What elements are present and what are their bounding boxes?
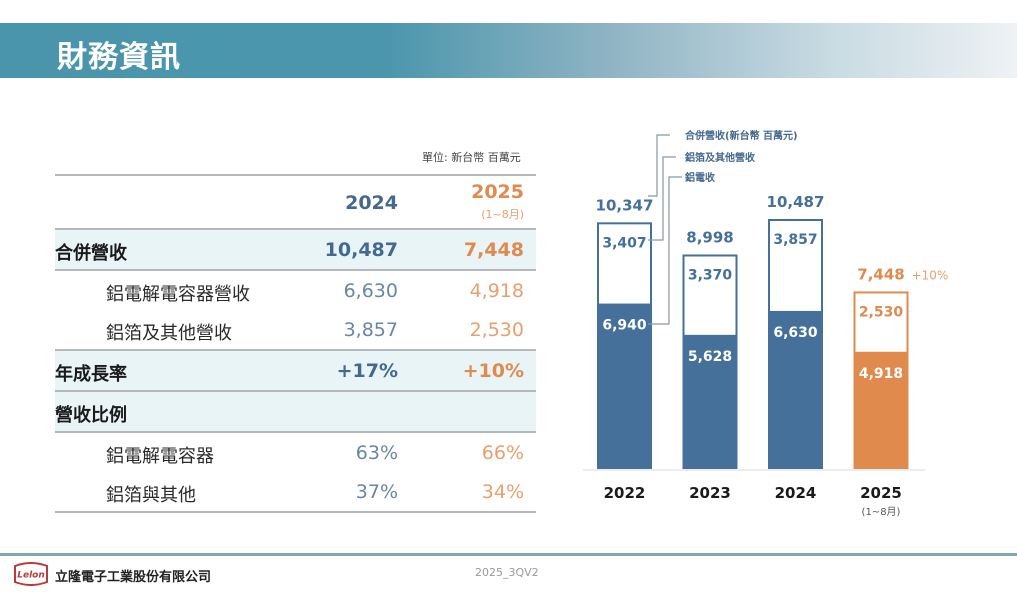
legend-total: 合併營收(新台幣 百萬元) — [684, 129, 798, 142]
bar-label-capacitor: 4,918 — [859, 366, 903, 382]
value-2024: 63% — [355, 442, 398, 464]
table-row: 營收比例 — [55, 392, 536, 431]
value-2025: 66% — [481, 442, 524, 464]
bar-total-label: 7,448 — [857, 265, 904, 283]
company-logo: Lelon — [14, 562, 48, 586]
footer-rule — [0, 553, 1017, 556]
bar-label-foil: 3,407 — [602, 235, 646, 251]
table-header-row: 2024 2025 (1~8月) — [55, 176, 536, 228]
value-2024: 10,487 — [324, 239, 398, 261]
row-label: 鋁電解電容器 — [106, 446, 214, 467]
table-row: 年成長率 +17% +10% — [55, 351, 536, 390]
bar-label-foil: 3,857 — [773, 232, 817, 248]
table-rule — [55, 228, 536, 230]
row-label: 鋁電解電容器營收 — [106, 284, 250, 305]
value-2025: 2,530 — [469, 319, 524, 341]
table-rule — [55, 431, 536, 433]
bar-segment-foil-2023 — [682, 254, 738, 337]
company-name: 立隆電子工業股份有限公司 — [55, 570, 212, 585]
bar-total-label: 10,347 — [596, 196, 654, 214]
col-header-2025: 2025 — [471, 181, 524, 203]
value-2024: 6,630 — [343, 280, 398, 302]
row-label: 鋁箔及其他營收 — [106, 323, 232, 344]
table-row: 合併營收 10,487 7,448 — [55, 230, 536, 269]
table-rule — [55, 269, 536, 271]
page-title: 財務資訊 — [57, 40, 181, 75]
bar-segment-foil-2025 — [853, 291, 909, 354]
value-2025: +10% — [462, 360, 524, 382]
bar-total-label: 10,487 — [767, 193, 825, 211]
bar-segment-capacitor-2022 — [597, 303, 652, 469]
legend-capacitor: 鋁電收 — [684, 171, 715, 184]
table-row: 鋁電解電容器 63% 66% — [55, 433, 536, 472]
bar-label-capacitor: 6,630 — [773, 325, 818, 341]
table-row: 鋁箔與其他 37% 34% — [55, 472, 536, 511]
legend-foil: 鋁箔及其他營收 — [684, 151, 755, 164]
value-2025: 7,448 — [463, 239, 524, 261]
bar-segment-foil-2022 — [597, 222, 652, 306]
bar-total-label: 8,998 — [686, 228, 733, 246]
bar-segment-capacitor-2024 — [768, 310, 823, 469]
value-2025: 4,918 — [469, 280, 524, 302]
x-tick-label: 2025 — [860, 484, 902, 502]
bar-segment-foil-2024 — [768, 219, 823, 313]
leader-foil — [648, 156, 676, 241]
leader-total — [648, 134, 670, 197]
growth-annotation: +10% — [912, 268, 949, 282]
unit-note: 單位: 新台幣 百萬元 — [422, 151, 521, 164]
row-label: 鋁箔與其他 — [106, 485, 196, 506]
table-row: 鋁電解電容器營收 6,630 4,918 — [55, 271, 536, 310]
title-banner — [0, 23, 1017, 78]
col-header-2024: 2024 — [345, 192, 398, 214]
bar-label-foil: 2,530 — [859, 304, 904, 320]
bar-segment-capacitor-2023 — [682, 334, 738, 469]
col-header-2025-note: (1~8月) — [481, 208, 524, 221]
leader-capacitor — [648, 176, 682, 325]
x-tick-label: 2022 — [604, 484, 646, 502]
logo-text: Lelon — [17, 571, 45, 581]
x-tick-label: 2023 — [689, 484, 731, 502]
table-top-rule — [55, 174, 536, 176]
value-2024: +17% — [336, 360, 398, 382]
x-tick-note: (1~8月) — [862, 506, 901, 518]
bar-label-foil: 3,370 — [688, 267, 733, 283]
value-2025: 34% — [481, 481, 524, 503]
table-rule — [55, 390, 536, 392]
table-bottom-rule — [55, 511, 536, 513]
value-2024: 37% — [355, 481, 398, 503]
x-tick-label: 2024 — [775, 484, 817, 502]
legend-leaders — [648, 134, 682, 325]
row-label: 營收比例 — [55, 405, 127, 426]
document-version: 2025_3QV2 — [475, 566, 539, 579]
value-2024: 3,857 — [343, 319, 398, 341]
bar-label-capacitor: 5,628 — [688, 349, 732, 365]
table-row: 鋁箔及其他營收 3,857 2,530 — [55, 310, 536, 349]
row-label: 合併營收 — [55, 243, 127, 264]
table-rule — [55, 349, 536, 351]
bar-segment-capacitor-2025 — [853, 351, 909, 469]
row-label: 年成長率 — [55, 364, 127, 385]
bar-label-capacitor: 6,940 — [602, 318, 647, 334]
